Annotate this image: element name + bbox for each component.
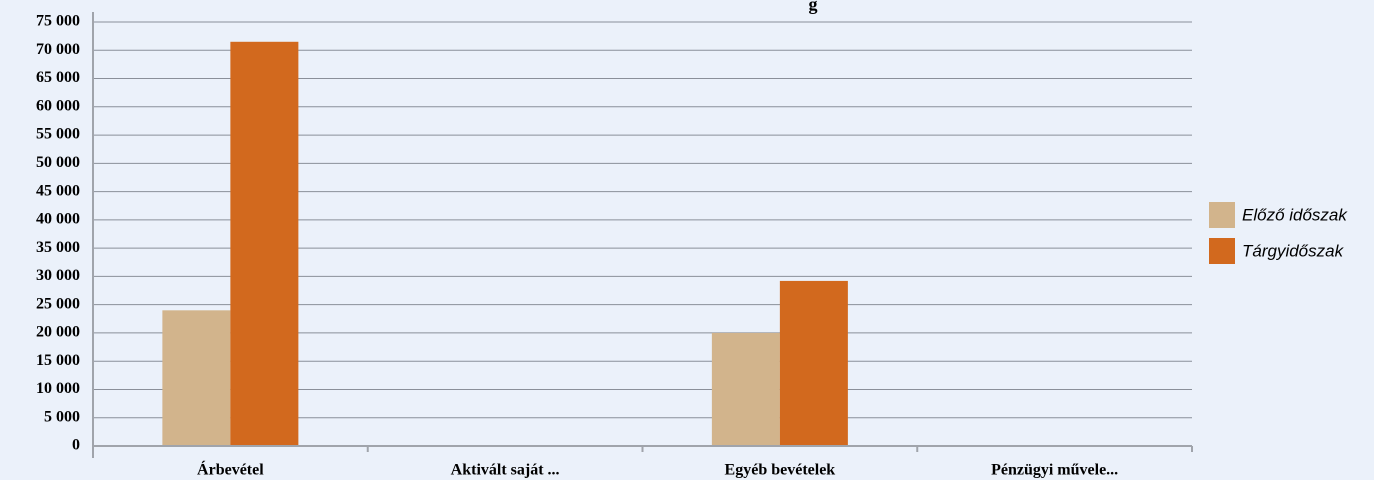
category-labels: Árbevétel Aktivált saját ... Egyéb bevétel…	[197, 460, 1118, 479]
y-tick-label: 10 000	[36, 380, 80, 397]
y-tick-label: 25 000	[36, 295, 80, 312]
bar	[162, 310, 231, 446]
category-label: Árbevétel	[197, 460, 264, 479]
y-tick-label: 5 000	[44, 408, 80, 425]
category-label: Pénzügyi művele...	[991, 462, 1118, 479]
y-tick-label: 70 000	[36, 41, 80, 58]
legend-label: Tárgyidőszak	[1242, 241, 1345, 260]
bar	[711, 332, 780, 446]
bar	[779, 280, 848, 446]
legend-swatch	[1209, 238, 1235, 264]
y-tick-label: 0	[72, 437, 80, 454]
y-tick-label: 15 000	[36, 352, 80, 369]
chart-title: g	[809, 0, 818, 14]
y-tick-label: 30 000	[36, 267, 80, 284]
y-tick-label: 35 000	[36, 239, 80, 256]
x-axis-ticks	[92, 446, 1193, 452]
y-tick-label: 20 000	[36, 324, 80, 341]
y-tick-label: 75 000	[36, 13, 80, 30]
y-tick-label: 55 000	[36, 126, 80, 143]
category-label: Egyéb bevételek	[725, 462, 836, 479]
bars	[162, 41, 848, 446]
y-axis-tick-labels: 0 5 000 10 000 15 000 20 000 25 000 30 000 35 0…	[36, 13, 80, 454]
y-tick-label: 65 000	[36, 69, 80, 86]
y-tick-label: 40 000	[36, 211, 80, 228]
bar	[230, 41, 299, 446]
y-tick-label: 50 000	[36, 154, 80, 171]
category-label: Aktivált saját ...	[451, 462, 560, 479]
legend: Előző időszak Tárgyidőszak	[1209, 202, 1348, 264]
y-tick-label: 45 000	[36, 182, 80, 199]
legend-swatch	[1209, 202, 1235, 228]
y-tick-label: 60 000	[36, 97, 80, 114]
legend-label: Előző időszak	[1242, 205, 1348, 224]
